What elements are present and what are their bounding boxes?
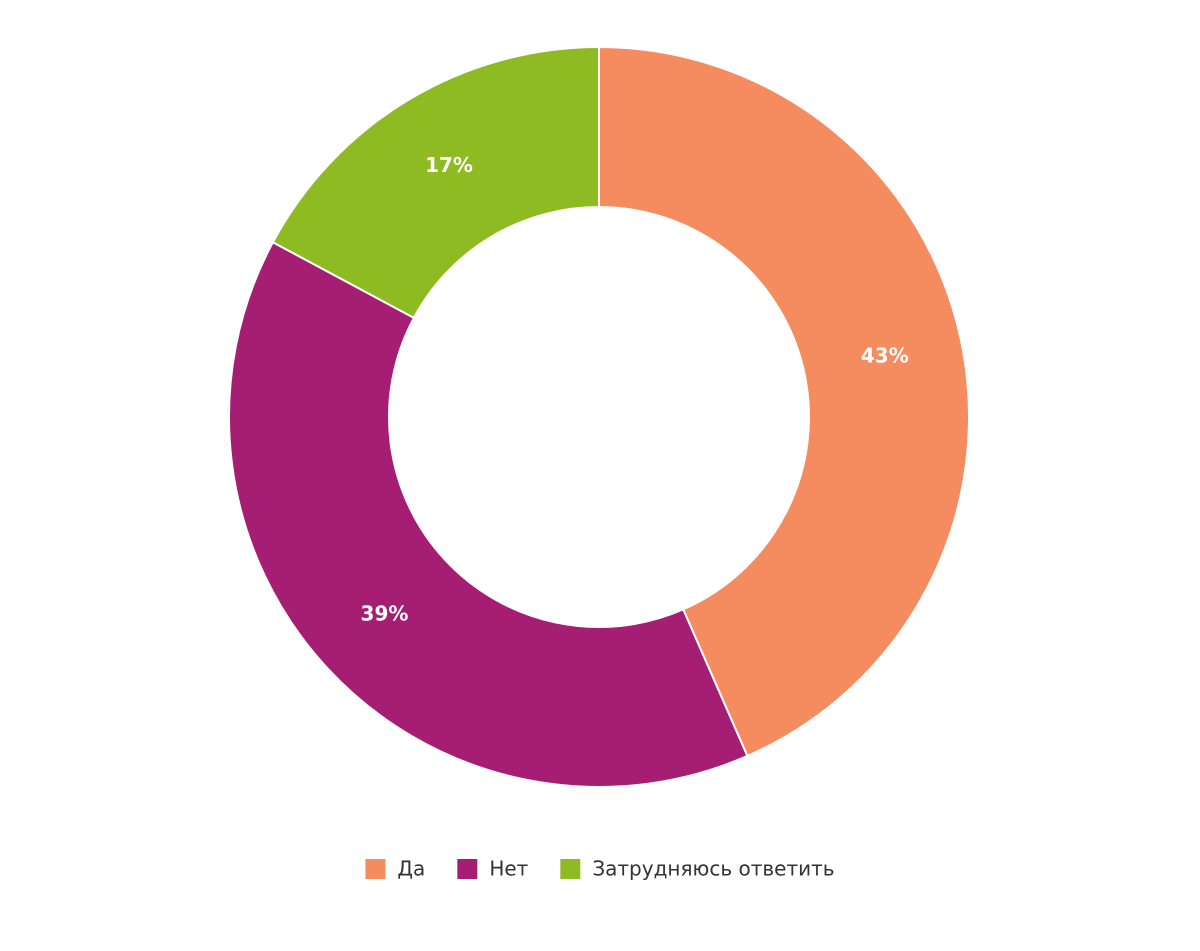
donut-slice xyxy=(598,45,970,758)
data-label: 43% xyxy=(861,344,909,368)
data-label: 39% xyxy=(361,602,409,626)
legend-label: Затрудняюсь ответить xyxy=(592,857,834,881)
legend-swatch xyxy=(365,859,386,879)
legend-swatch xyxy=(560,859,581,879)
legend-swatch xyxy=(457,859,478,879)
donut-slice xyxy=(228,240,749,788)
legend-label: Да xyxy=(397,857,425,881)
donut-slice xyxy=(271,45,600,320)
legend-label: Нет xyxy=(489,857,528,881)
data-label: 17% xyxy=(425,153,473,177)
